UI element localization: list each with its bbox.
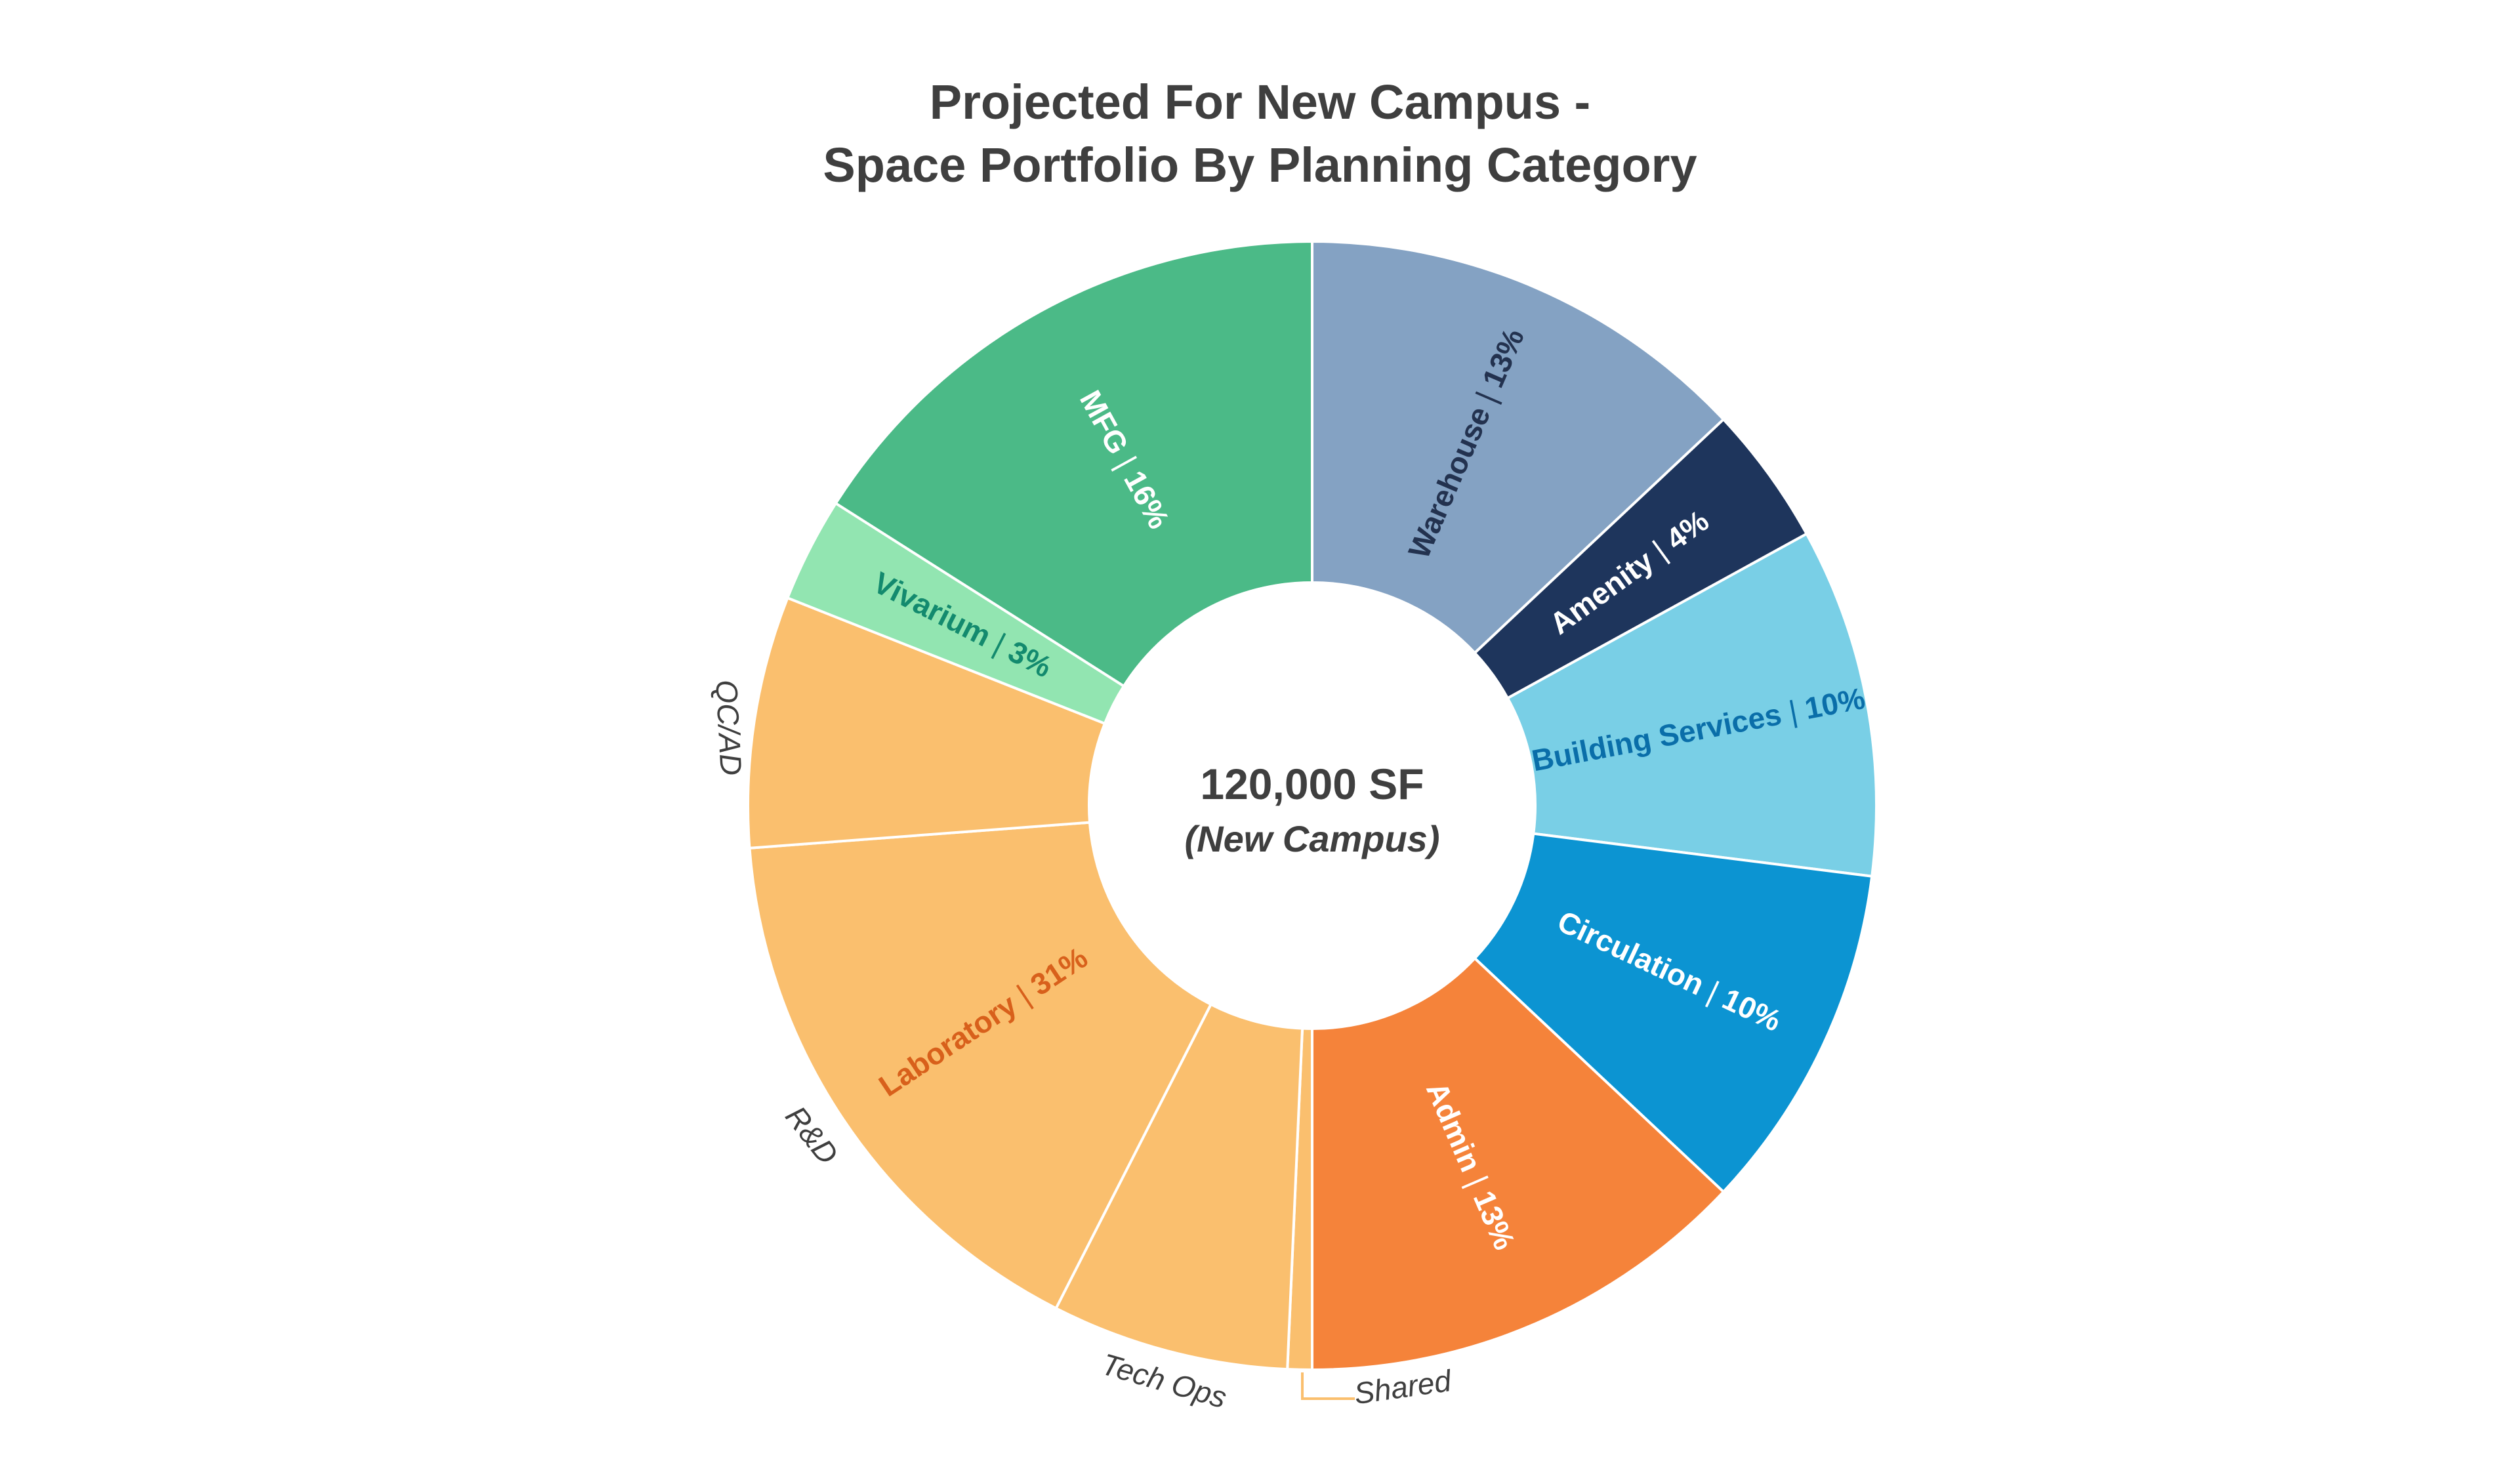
chart-title-line-1: Projected For New Campus - (929, 75, 1591, 129)
slice-3 (1473, 832, 1874, 1194)
slice-10 (834, 239, 1313, 688)
chart-title: Projected For New Campus - Space Portfol… (0, 71, 2520, 197)
center-total: 120,000 SF (1200, 760, 1424, 808)
outer-label-qc-ad: QC/AD (709, 679, 749, 776)
shared-leader-line (1301, 1372, 1355, 1400)
slice-2 (1506, 531, 1878, 878)
center-label: 120,000 SF (New Campus) (1185, 760, 1440, 859)
slice-4 (1311, 956, 1725, 1372)
outer-label-shared: Shared (1352, 1363, 1455, 1410)
slices-layer (747, 239, 1878, 1372)
outer-label-r-and-d: R&D (779, 1100, 845, 1171)
slice-6 (1054, 1002, 1304, 1371)
center-caption: (New Campus) (1185, 818, 1440, 859)
chart-title-line-2: Space Portfolio By Planning Category (823, 138, 1697, 192)
slice-8 (747, 596, 1107, 850)
slice-7 (748, 821, 1213, 1310)
slice-0 (1311, 239, 1725, 655)
